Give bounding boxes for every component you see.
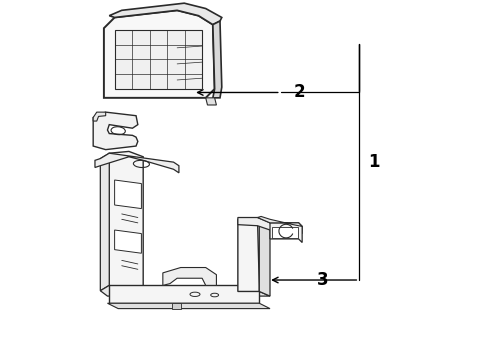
Text: 1: 1 — [368, 153, 380, 171]
Polygon shape — [109, 3, 222, 24]
Polygon shape — [258, 216, 302, 226]
Polygon shape — [172, 303, 181, 309]
Polygon shape — [270, 223, 302, 243]
Polygon shape — [258, 219, 270, 296]
Polygon shape — [109, 285, 259, 303]
Polygon shape — [100, 285, 270, 296]
Polygon shape — [109, 152, 143, 292]
Polygon shape — [115, 180, 142, 208]
Polygon shape — [115, 230, 142, 253]
Polygon shape — [95, 153, 179, 173]
Polygon shape — [107, 303, 270, 309]
Polygon shape — [93, 112, 138, 150]
Polygon shape — [115, 30, 202, 89]
Polygon shape — [213, 21, 222, 98]
Polygon shape — [238, 219, 259, 292]
Polygon shape — [272, 227, 298, 238]
Polygon shape — [206, 98, 217, 105]
Polygon shape — [238, 217, 302, 234]
Text: 2: 2 — [293, 84, 305, 102]
Polygon shape — [93, 112, 106, 121]
Text: 3: 3 — [317, 271, 328, 289]
Polygon shape — [163, 267, 217, 285]
Polygon shape — [104, 10, 215, 98]
Polygon shape — [100, 153, 109, 291]
